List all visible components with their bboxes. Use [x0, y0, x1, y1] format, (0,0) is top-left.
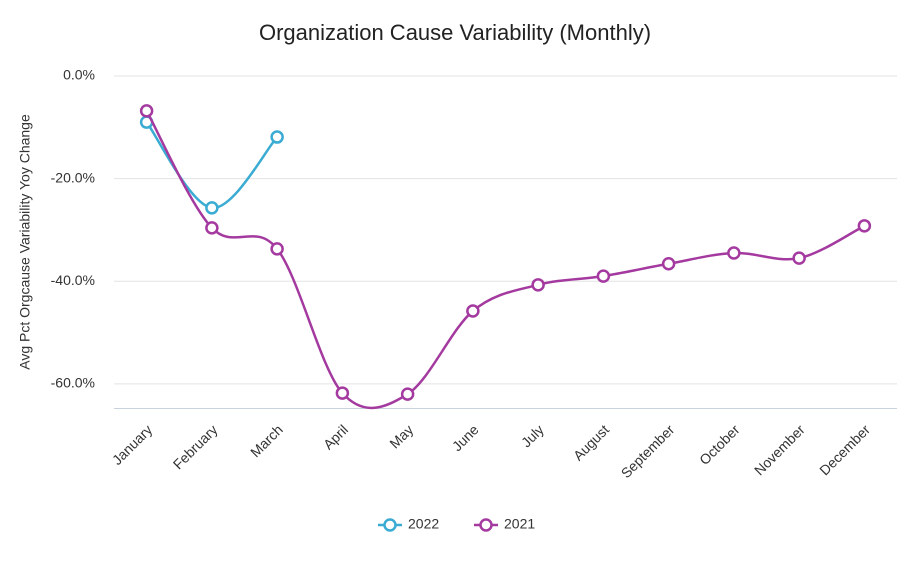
legend-label: 2021: [504, 516, 535, 532]
point: [335, 386, 350, 400]
point: [466, 304, 480, 318]
legend-label: 2022: [408, 516, 439, 532]
point: [727, 246, 741, 260]
point: [400, 387, 415, 401]
x-tick-label: January: [109, 421, 156, 468]
x-tick-label: June: [449, 421, 482, 454]
x-tick-label: August: [570, 421, 612, 463]
point: [792, 251, 806, 265]
point: [270, 130, 284, 144]
x-tick-label: November: [751, 421, 808, 478]
x-tick-label: February: [170, 421, 221, 472]
series-line: [145, 121, 279, 210]
x-tick-label: December: [816, 421, 873, 478]
legend-marker: [479, 518, 493, 532]
series-line: [145, 110, 865, 410]
y-tick-label: 0.0%: [63, 67, 95, 83]
x-tick-label: May: [386, 421, 416, 451]
point: [661, 257, 676, 271]
y-axis-label: Avg Pct Orgcause Variability Yoy Change: [17, 114, 33, 370]
point: [531, 278, 545, 292]
y-tick-label: -40.0%: [51, 272, 95, 288]
point: [857, 219, 872, 233]
y-tick-label: -20.0%: [51, 169, 95, 185]
x-tick-label: October: [696, 421, 743, 468]
x-tick-label: March: [247, 421, 286, 460]
point: [139, 104, 154, 118]
y-tick-label: -60.0%: [51, 375, 95, 391]
x-tick-label: July: [518, 421, 547, 450]
point: [596, 269, 611, 283]
x-tick-label: April: [320, 421, 351, 452]
chart-title: Organization Cause Variability (Monthly): [259, 20, 651, 45]
point: [270, 242, 284, 256]
point: [205, 201, 219, 215]
x-tick-label: September: [618, 421, 678, 481]
point: [205, 221, 219, 235]
legend-marker: [383, 518, 397, 532]
